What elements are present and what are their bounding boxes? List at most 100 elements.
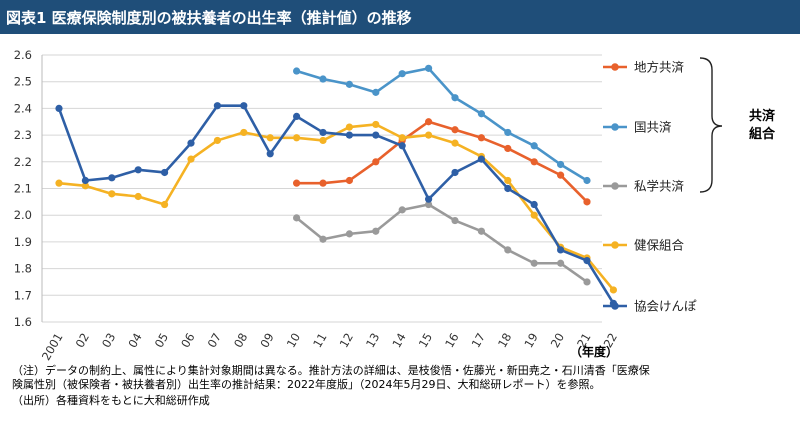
line-chart: 1.6 1.7 1.8 1.9 2.0 2.1 2.2 2.3 2.4 2.5 2.6 2001 02… bbox=[14, 48, 776, 363]
data-point bbox=[372, 227, 380, 235]
x-tick-label: 22 bbox=[601, 331, 620, 351]
data-point bbox=[557, 171, 565, 179]
x-tick-label: 2001 bbox=[39, 331, 66, 363]
data-point bbox=[293, 112, 301, 121]
data-point bbox=[398, 70, 406, 78]
data-point bbox=[583, 176, 591, 185]
data-point bbox=[108, 190, 116, 198]
x-tick-label: 08 bbox=[231, 331, 250, 351]
data-point bbox=[266, 134, 274, 142]
x-tick-label: 13 bbox=[363, 331, 382, 351]
data-point bbox=[398, 142, 406, 150]
data-point bbox=[425, 64, 433, 72]
y-tick-label: 2.5 bbox=[14, 75, 32, 89]
x-tick-label: 11 bbox=[310, 331, 329, 351]
data-point bbox=[557, 259, 565, 267]
y-tick-label: 2.0 bbox=[14, 208, 32, 222]
data-point bbox=[81, 176, 89, 185]
series-line bbox=[296, 67, 588, 182]
x-tick-label: 18 bbox=[495, 331, 514, 351]
y-tick-label: 2.6 bbox=[14, 48, 32, 62]
data-point bbox=[451, 126, 459, 134]
data-point bbox=[530, 259, 538, 267]
x-tick-label: 14 bbox=[389, 331, 408, 351]
group-label-line1: 共済 bbox=[749, 108, 776, 124]
y-tick-label: 1.7 bbox=[14, 288, 32, 302]
x-tick-label: 09 bbox=[257, 331, 276, 351]
source-note: （出所）各種資料をもとに大和総研作成 bbox=[12, 394, 210, 407]
y-tick-label: 2.3 bbox=[14, 128, 32, 142]
chart-title: 図表1 医療保険制度別の被扶養者の出生率（推計値）の推移 bbox=[6, 9, 412, 27]
data-point bbox=[451, 216, 459, 225]
series-line bbox=[295, 203, 588, 284]
data-point bbox=[134, 166, 142, 174]
data-point bbox=[372, 88, 380, 96]
data-point bbox=[477, 227, 485, 235]
y-tick-label: 1.9 bbox=[14, 235, 32, 249]
data-point bbox=[240, 128, 248, 137]
data-point bbox=[161, 200, 169, 209]
data-point bbox=[345, 123, 353, 131]
x-tick-label: 06 bbox=[178, 331, 197, 351]
data-point bbox=[161, 168, 169, 177]
data-point bbox=[345, 131, 353, 139]
legend-label: 国共済 bbox=[634, 120, 672, 135]
data-point bbox=[372, 131, 380, 139]
data-point bbox=[425, 131, 433, 139]
data-point bbox=[504, 144, 512, 153]
data-point bbox=[425, 195, 433, 203]
data-point bbox=[583, 278, 591, 286]
data-point bbox=[81, 182, 89, 190]
legend-label: 地方共済 bbox=[634, 60, 685, 75]
legend-marker bbox=[611, 182, 619, 190]
data-point bbox=[187, 139, 195, 147]
y-tick-label: 2.2 bbox=[14, 155, 32, 169]
x-tick-label: 21 bbox=[574, 331, 593, 351]
data-point bbox=[609, 286, 618, 294]
data-point bbox=[319, 75, 327, 83]
x-tick-label: 16 bbox=[442, 331, 461, 351]
data-point bbox=[398, 206, 406, 214]
series-lines bbox=[55, 64, 618, 307]
legend-label: 私学共済 bbox=[634, 179, 685, 194]
x-tick-label: 17 bbox=[469, 331, 488, 351]
group-brace bbox=[699, 57, 723, 193]
y-tick-label: 2.1 bbox=[14, 182, 32, 196]
data-point bbox=[557, 246, 565, 254]
legend-label: 協会けんぽ bbox=[634, 299, 697, 314]
title-banner: 図表1 医療保険制度別の被扶養者の出生率（推計値）の推移 bbox=[0, 0, 800, 34]
data-point bbox=[213, 136, 221, 145]
legend-marker bbox=[611, 241, 619, 249]
data-point bbox=[345, 80, 353, 88]
data-point bbox=[134, 192, 142, 201]
y-tick-label: 1.8 bbox=[14, 262, 32, 276]
data-point bbox=[319, 235, 327, 243]
x-tick-label: 20 bbox=[548, 331, 567, 351]
x-tick-label: 03 bbox=[99, 331, 118, 351]
data-point bbox=[187, 155, 195, 163]
data-point bbox=[293, 214, 301, 222]
legend-marker bbox=[611, 123, 619, 131]
legend-marker bbox=[611, 302, 619, 310]
legend-label: 健保組合 bbox=[634, 238, 685, 253]
x-tick-label: 12 bbox=[337, 331, 356, 351]
data-point bbox=[504, 246, 512, 254]
data-point bbox=[240, 102, 248, 110]
series-line bbox=[296, 120, 588, 203]
x-axis-ticks: 2001 02 03 04 05 06 07 08 09 10 11 12 13 14 15 16 17 18 19… bbox=[39, 331, 620, 363]
x-tick-label: 07 bbox=[205, 331, 224, 351]
x-axis-label: （年度） bbox=[570, 344, 618, 359]
data-point bbox=[530, 142, 538, 150]
x-tick-label: 05 bbox=[152, 331, 171, 351]
y-tick-label: 2.4 bbox=[14, 101, 32, 115]
data-point bbox=[451, 94, 459, 102]
data-point bbox=[477, 134, 485, 142]
data-point bbox=[398, 134, 406, 142]
data-point bbox=[504, 184, 512, 193]
data-point bbox=[213, 102, 221, 110]
footnote-line-2: 険属性別（被保険者・被扶養者別）出生率の推計結果：2022年度版」（2024年5… bbox=[12, 378, 601, 391]
data-point bbox=[345, 230, 353, 238]
data-point bbox=[557, 160, 565, 169]
data-point bbox=[372, 158, 380, 166]
